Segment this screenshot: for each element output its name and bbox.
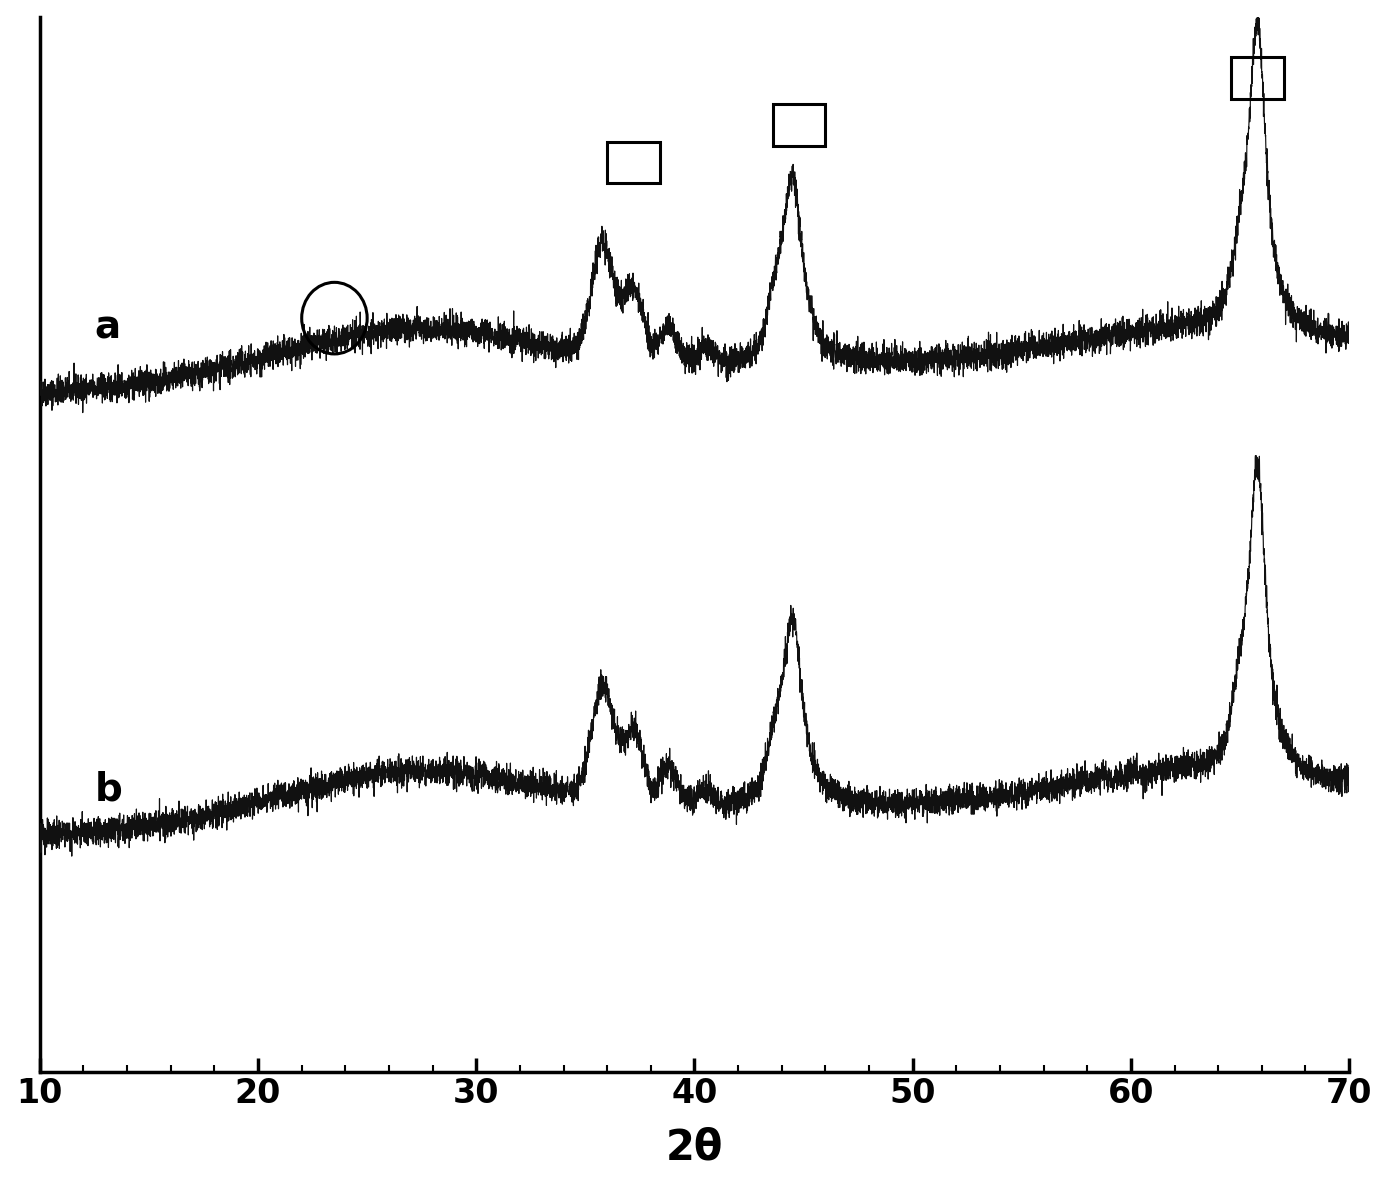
- Bar: [774, 104, 825, 146]
- Text: b: b: [94, 770, 122, 808]
- Bar: [607, 142, 660, 184]
- X-axis label: 2θ: 2θ: [665, 1126, 724, 1168]
- Text: a: a: [94, 308, 121, 346]
- Bar: [1231, 57, 1283, 98]
